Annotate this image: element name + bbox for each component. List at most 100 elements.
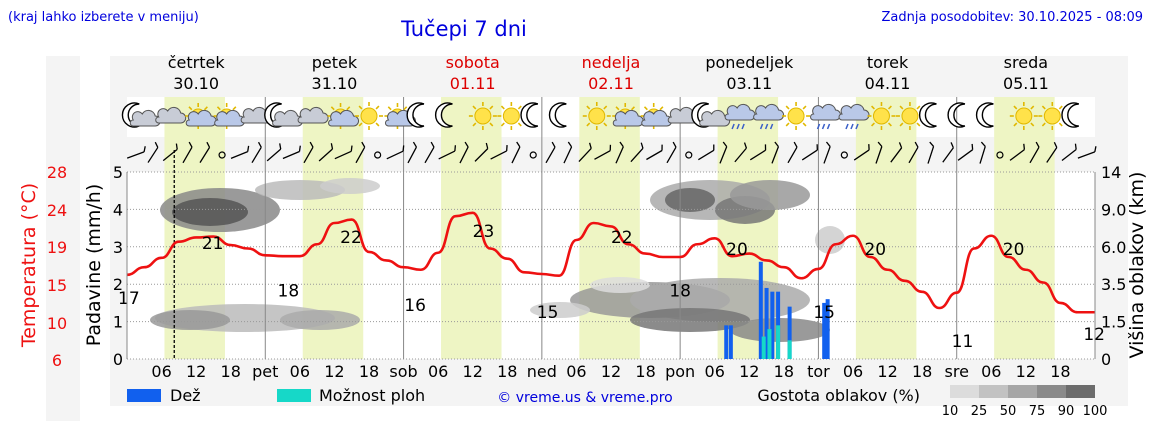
temp-max-label: 23 [473,222,495,242]
wind-barbs [126,141,1097,164]
temp-tick: 6 [52,351,62,370]
day-name: nedelja [582,53,641,72]
moon-icon [947,102,966,128]
hour-tick-label: 18 [1050,362,1070,381]
precipitation-bars [724,261,830,359]
day-date: 03.11 [726,74,772,93]
sun-icon [582,102,611,130]
temp-max-label: 21 [202,234,224,254]
wind-barb [1046,141,1058,163]
wind-barb [459,141,469,164]
hour-tick-label: 12 [1016,362,1036,381]
moon-icon [406,102,425,128]
precip-tick: 1 [113,313,123,332]
hour-tick-label: 12 [324,362,344,381]
daylight-band [994,97,1055,359]
rain-cloud-icon [838,103,870,130]
rain-bar [822,302,827,359]
wind-barb [511,141,521,164]
wind-barb [1029,141,1040,164]
wind-barb [230,145,250,159]
last-update: Zadnja posodobitev: 30.10.2025 - 08:09 [881,10,1143,25]
wind-barb [318,143,334,162]
day-short-label: sre [945,362,969,381]
wind-barb [685,151,693,159]
wind-barb [927,141,935,164]
wind-barb [734,142,748,163]
wind-barb [1009,143,1026,161]
hour-tick-label: 12 [463,362,483,381]
hour-tick-label: 06 [290,362,310,381]
temp-min-label: 12 [1083,325,1105,345]
moon-cloud-icon [121,102,161,128]
cloud-scale-label: 75 [1029,404,1046,419]
wind-barb [438,145,457,160]
cloud-patch [150,310,230,330]
cloud-patch [730,180,810,210]
hour-tick-label: 18 [912,362,932,381]
cloud-height-tick: 9.0 [1101,200,1126,219]
wind-barb [853,144,870,161]
cloud-scale-swatch [950,385,979,398]
temperature-line [126,211,1095,314]
wind-barb [719,141,728,164]
region-note[interactable]: (kraj lahko izberete v meniju) [8,10,199,25]
weather-icons [121,102,1080,130]
rain-bar [764,287,769,359]
wind-barb [386,145,405,160]
copyright[interactable]: © vreme.us & vreme.pro [497,390,672,406]
wind-barb [840,151,848,159]
day-labels: četrtek 30.10 06 12 18 petek 31.10 pet 06 12 18 sob… [151,53,1070,381]
left-axis-panel [46,56,80,421]
moon-cloud-icon [691,102,731,128]
wind-barb [545,141,556,164]
sun-cloud-icon [213,103,246,129]
wind-barb [218,151,226,159]
temp-min-label: 18 [669,282,691,302]
moon-icon [918,102,937,128]
cloud-patch [630,308,750,332]
wind-barb [630,142,644,163]
precip-tick: 4 [113,200,123,219]
moon-icon [520,102,539,128]
temp-min-label: 18 [278,282,300,302]
moon-cloud-icon [264,102,304,128]
cloud-scale-label: 100 [1083,404,1108,419]
precip-tick: 2 [113,275,123,294]
wind-barb [424,141,435,164]
day-name: sobota [446,53,500,72]
cloud-scale-label: 10 [942,404,959,419]
hour-tick-label: 06 [566,362,586,381]
hour-tick-label: 12 [186,362,206,381]
wind-barb [282,145,301,160]
cloud-height-axis-title: Višina oblakov (km) [1126,172,1148,359]
cloud-scale-swatch [979,385,1008,398]
temperature-axis-title: Temperatura (°C) [18,183,40,348]
cloud-icon [155,106,187,124]
cloud-patch [172,198,248,226]
temp-max-label: 20 [726,240,748,260]
day-short-label: pet [252,362,278,381]
hour-tick-label: 06 [843,362,863,381]
temp-max-label: 22 [340,228,362,248]
wind-barb [594,144,612,160]
wind-barb [578,142,592,163]
wind-barb [334,145,353,160]
wind-barb [374,151,382,159]
sun-cloud-icon [185,103,217,129]
wind-barb [890,142,903,163]
legend-showers-label: Možnost ploh [319,386,425,405]
temp-min-label: 15 [813,303,835,323]
hour-tick-label: 18 [359,362,379,381]
day-name: torek [867,53,909,72]
wind-barb [407,141,418,164]
grid-lines [127,97,1095,360]
temp-tick: 28 [47,163,67,182]
temp-max-label: 20 [864,240,886,260]
day-date: 31.10 [312,74,358,93]
day-date: 30.10 [173,74,219,93]
rain-cloud-icon [810,103,841,130]
wind-barb [1061,143,1077,162]
temp-min-label: 15 [537,303,559,323]
